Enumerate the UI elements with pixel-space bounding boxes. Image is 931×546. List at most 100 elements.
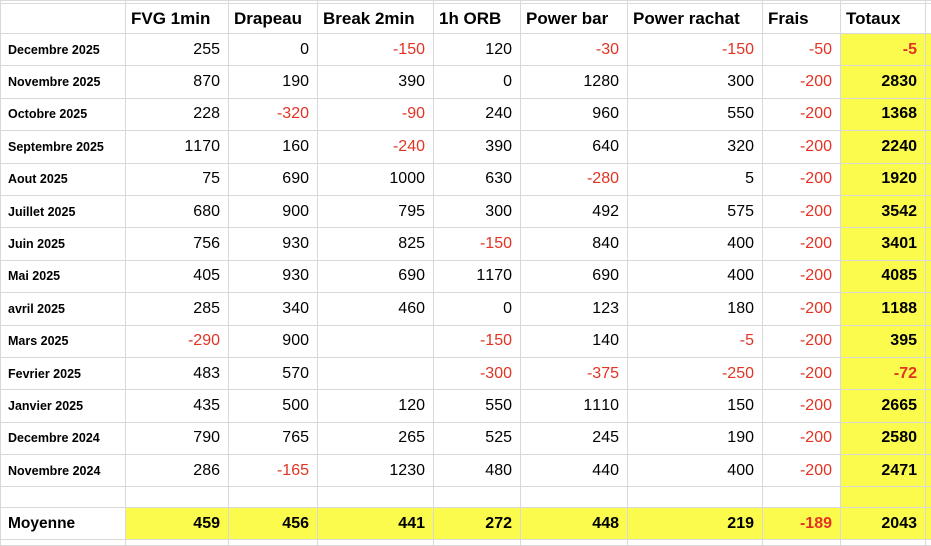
cell[interactable]: -200 bbox=[762, 130, 841, 164]
cell[interactable]: -150 bbox=[627, 32, 763, 67]
column-header-power-bar[interactable]: Power bar bbox=[520, 3, 628, 34]
summary-label[interactable]: Moyenne bbox=[0, 507, 126, 541]
cell[interactable] bbox=[925, 507, 931, 541]
cell[interactable]: 1170 bbox=[433, 259, 521, 294]
row-label[interactable]: avril 2025 bbox=[0, 292, 126, 326]
column-header-totaux[interactable]: Totaux bbox=[840, 3, 926, 34]
average-cell[interactable]: 459 bbox=[125, 507, 229, 541]
cell[interactable]: 285 bbox=[125, 292, 229, 326]
column-header-break-2min[interactable]: Break 2min bbox=[317, 3, 434, 34]
cell[interactable]: 1170 bbox=[125, 130, 229, 164]
average-cell[interactable]: 2043 bbox=[840, 507, 926, 541]
cell[interactable] bbox=[627, 486, 763, 509]
row-label[interactable]: Decembre 2025 bbox=[0, 32, 126, 67]
cell[interactable] bbox=[925, 486, 931, 509]
cell[interactable]: 1280 bbox=[520, 65, 628, 99]
cell[interactable]: 460 bbox=[317, 292, 434, 326]
cell[interactable]: 900 bbox=[228, 324, 318, 358]
cell[interactable]: 265 bbox=[317, 421, 434, 456]
cell[interactable]: 550 bbox=[433, 389, 521, 423]
row-label[interactable]: Octobre 2025 bbox=[0, 97, 126, 132]
cell[interactable]: 400 bbox=[627, 454, 763, 488]
cell[interactable] bbox=[228, 486, 318, 509]
cell[interactable]: 765 bbox=[228, 421, 318, 456]
cell[interactable]: -150 bbox=[433, 227, 521, 261]
cell[interactable]: 575 bbox=[627, 194, 763, 229]
cell[interactable]: -200 bbox=[762, 194, 841, 229]
cell[interactable]: 160 bbox=[228, 130, 318, 164]
total-cell[interactable]: 3542 bbox=[840, 194, 926, 229]
cell[interactable]: 75 bbox=[125, 162, 229, 196]
cell[interactable]: 5 bbox=[627, 162, 763, 196]
cell[interactable]: 320 bbox=[627, 130, 763, 164]
total-cell[interactable]: -5 bbox=[840, 32, 926, 67]
column-header-1h-orb[interactable]: 1h ORB bbox=[433, 3, 521, 34]
cell[interactable] bbox=[925, 227, 931, 261]
cell[interactable]: -200 bbox=[762, 421, 841, 456]
cell[interactable] bbox=[925, 389, 931, 423]
cell[interactable]: 790 bbox=[125, 421, 229, 456]
total-cell[interactable]: 4085 bbox=[840, 259, 926, 294]
cell[interactable]: 435 bbox=[125, 389, 229, 423]
cell[interactable] bbox=[925, 162, 931, 196]
cell[interactable]: 690 bbox=[317, 259, 434, 294]
row-label[interactable]: Decembre 2024 bbox=[0, 421, 126, 456]
row-label[interactable]: Juillet 2025 bbox=[0, 194, 126, 229]
cell[interactable]: -200 bbox=[762, 324, 841, 358]
cell[interactable]: 930 bbox=[228, 227, 318, 261]
cell[interactable]: -30 bbox=[520, 32, 628, 67]
cell[interactable]: 190 bbox=[627, 421, 763, 456]
row-label[interactable]: Novembre 2025 bbox=[0, 65, 126, 99]
cell[interactable]: 570 bbox=[228, 356, 318, 391]
cell[interactable]: 690 bbox=[228, 162, 318, 196]
cell[interactable]: 190 bbox=[228, 65, 318, 99]
cell[interactable]: 480 bbox=[433, 454, 521, 488]
average-cell[interactable]: 272 bbox=[433, 507, 521, 541]
row-label[interactable]: Mai 2025 bbox=[0, 259, 126, 294]
cell[interactable]: 525 bbox=[433, 421, 521, 456]
cell[interactable]: 405 bbox=[125, 259, 229, 294]
row-label[interactable]: Aout 2025 bbox=[0, 162, 126, 196]
row-label[interactable]: Janvier 2025 bbox=[0, 389, 126, 423]
cell[interactable]: -200 bbox=[762, 259, 841, 294]
cell[interactable]: -50 bbox=[762, 32, 841, 67]
total-cell[interactable]: 2471 bbox=[840, 454, 926, 488]
cell[interactable]: 120 bbox=[433, 32, 521, 67]
cell[interactable]: 440 bbox=[520, 454, 628, 488]
row-label[interactable]: Mars 2025 bbox=[0, 324, 126, 358]
total-cell[interactable]: 1368 bbox=[840, 97, 926, 132]
cell[interactable] bbox=[125, 486, 229, 509]
cell[interactable] bbox=[840, 486, 926, 509]
cell[interactable]: 400 bbox=[627, 259, 763, 294]
column-header-power-rachat[interactable]: Power rachat bbox=[627, 3, 763, 34]
cell[interactable]: 300 bbox=[433, 194, 521, 229]
total-cell[interactable]: 2665 bbox=[840, 389, 926, 423]
column-header-fvg-1min[interactable]: FVG 1min bbox=[125, 3, 229, 34]
total-cell[interactable]: 2240 bbox=[840, 130, 926, 164]
cell[interactable] bbox=[762, 486, 841, 509]
cell[interactable]: -320 bbox=[228, 97, 318, 132]
cell[interactable]: 900 bbox=[228, 194, 318, 229]
cell[interactable] bbox=[925, 65, 931, 99]
cell[interactable]: 756 bbox=[125, 227, 229, 261]
cell[interactable]: 840 bbox=[520, 227, 628, 261]
cell[interactable]: 180 bbox=[627, 292, 763, 326]
cell[interactable]: 870 bbox=[125, 65, 229, 99]
cell[interactable]: 825 bbox=[317, 227, 434, 261]
cell[interactable]: -200 bbox=[762, 454, 841, 488]
cell[interactable] bbox=[925, 32, 931, 67]
column-header-frais[interactable]: Frais bbox=[762, 3, 841, 34]
cell[interactable]: -165 bbox=[228, 454, 318, 488]
cell[interactable] bbox=[317, 486, 434, 509]
total-cell[interactable]: -72 bbox=[840, 356, 926, 391]
cell[interactable] bbox=[925, 130, 931, 164]
cell[interactable]: 140 bbox=[520, 324, 628, 358]
corner-cell[interactable] bbox=[925, 3, 931, 34]
cell[interactable]: -280 bbox=[520, 162, 628, 196]
cell[interactable]: 550 bbox=[627, 97, 763, 132]
cell[interactable] bbox=[0, 486, 126, 509]
average-cell[interactable]: 441 bbox=[317, 507, 434, 541]
average-cell[interactable]: 219 bbox=[627, 507, 763, 541]
cell[interactable]: -375 bbox=[520, 356, 628, 391]
cell[interactable]: 150 bbox=[627, 389, 763, 423]
